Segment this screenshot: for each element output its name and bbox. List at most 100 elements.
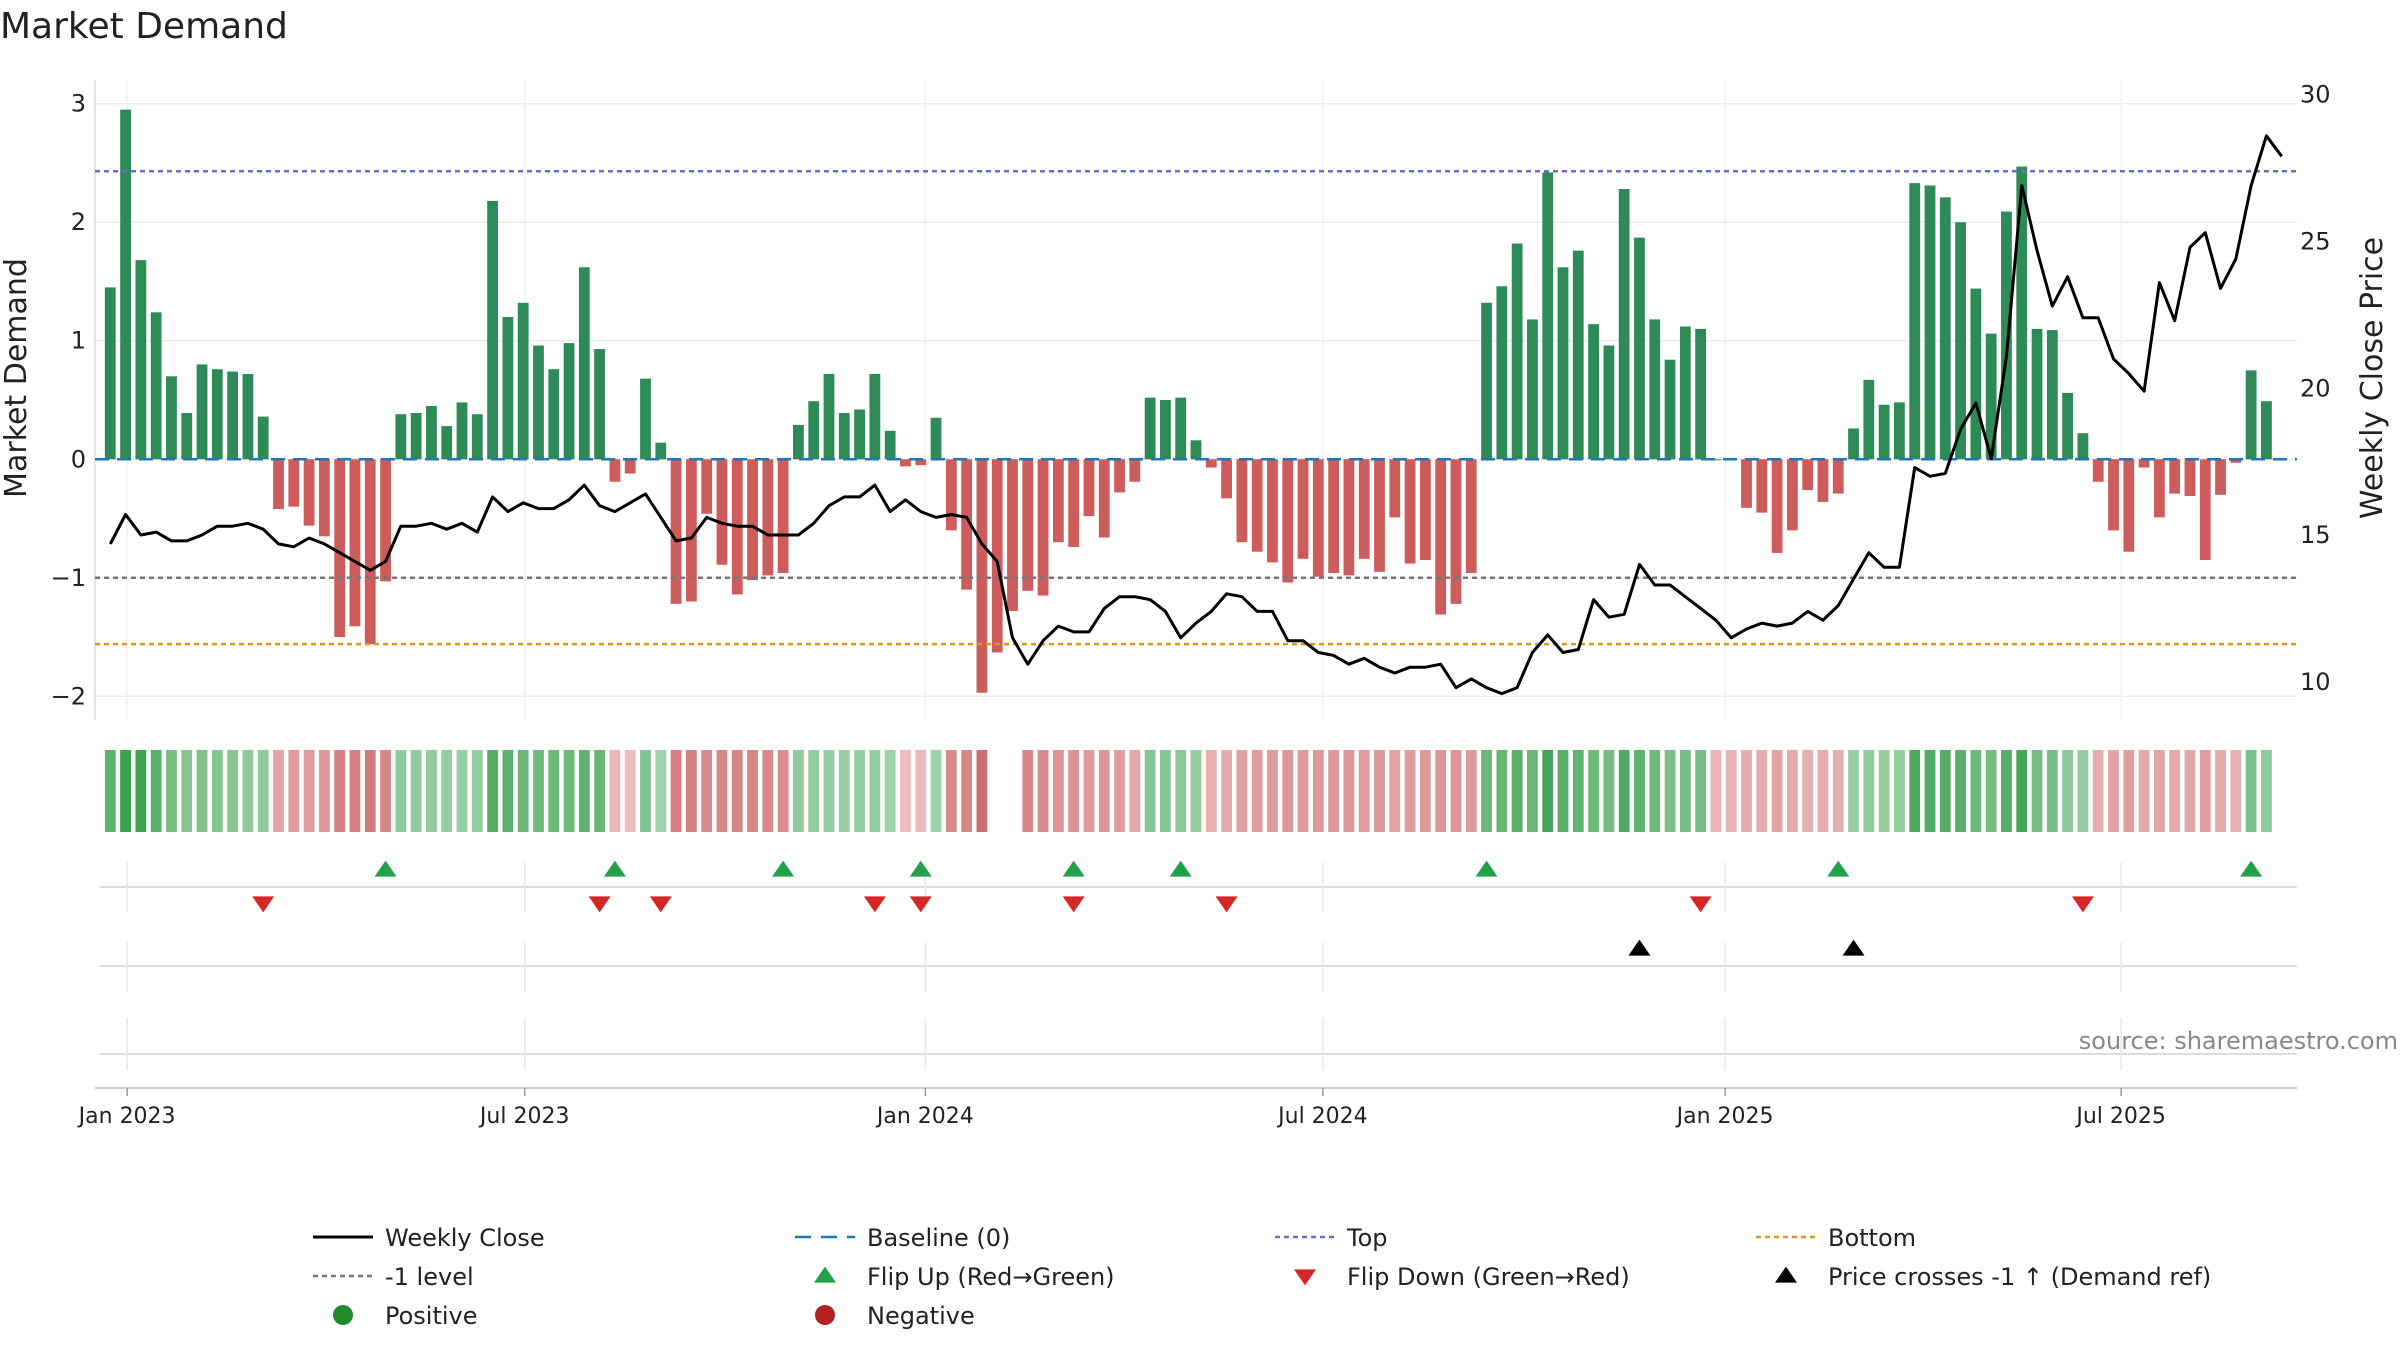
demand-bar — [2001, 211, 2012, 460]
demand-bar — [196, 364, 208, 460]
legend-cross-icon — [1775, 1266, 1797, 1283]
color-band-cell — [930, 750, 942, 832]
color-band-cell — [640, 750, 651, 832]
demand-bar — [777, 459, 789, 574]
color-band-cell — [624, 750, 636, 832]
demand-bar — [655, 442, 667, 460]
color-band-cell — [1985, 750, 1997, 832]
demand-bar — [2215, 459, 2226, 495]
demand-bar — [1832, 459, 1844, 494]
flip-down-marker — [649, 896, 672, 913]
color-band-cell — [196, 750, 208, 832]
color-band-cell — [915, 750, 927, 832]
demand-bar — [487, 200, 498, 460]
color-band-cell — [2092, 750, 2104, 832]
color-band-cell — [1649, 750, 1661, 832]
color-band-cell — [1236, 750, 1248, 832]
legend: Weekly Close Baseline (0) Top Bottom -1 leve… — [313, 1224, 2211, 1330]
reference-lines — [95, 170, 2297, 646]
color-band-cell — [1786, 750, 1798, 832]
color-band-cell — [410, 750, 422, 832]
demand-bar — [1144, 397, 1156, 460]
demand-bar — [1527, 319, 1538, 460]
left-tick-label: −2 — [51, 682, 86, 710]
demand-bar — [1190, 440, 1202, 460]
demand-bar — [1098, 459, 1110, 538]
demand-bar — [1435, 459, 1447, 615]
demand-bar — [1909, 183, 1921, 460]
x-tick-label: Jul 2024 — [1276, 1104, 1368, 1129]
demand-bar — [2169, 459, 2181, 494]
flip-up-marker — [374, 860, 397, 877]
demand-bar — [1741, 459, 1752, 508]
demand-bar — [104, 287, 116, 460]
demand-bar — [533, 345, 544, 460]
demand-bar — [1297, 459, 1309, 559]
right-tick-label: 25 — [2300, 227, 2331, 255]
demand-bar — [2092, 459, 2104, 482]
color-band-cell — [273, 750, 284, 832]
color-band-cell — [1297, 750, 1309, 832]
demand-bar — [1175, 397, 1187, 460]
color-band-cell — [1618, 750, 1630, 832]
demand-bar — [1328, 459, 1340, 574]
color-band-cell — [793, 750, 804, 832]
demand-bar — [1955, 222, 1966, 460]
color-band-cell — [976, 750, 988, 832]
color-band-cell — [2062, 750, 2074, 832]
demand-bar — [808, 401, 820, 460]
x-tick-label: Jan 2023 — [77, 1104, 176, 1129]
legend-label-negative: Negative — [867, 1302, 975, 1330]
color-band-cell — [2123, 750, 2135, 832]
color-band-cell — [364, 750, 376, 832]
color-band-cell — [1664, 750, 1676, 832]
demand-bar — [410, 413, 422, 460]
legend-flip-up-icon — [814, 1266, 836, 1283]
legend-label-cross: Price crosses -1 ↑ (Demand ref) — [1828, 1263, 2211, 1291]
flip-up-marker — [1169, 860, 1192, 877]
demand-bar — [1664, 359, 1676, 460]
demand-bar — [2046, 330, 2058, 460]
color-band-cell — [104, 750, 116, 832]
color-band-cell — [1404, 750, 1416, 832]
color-band-cell — [1175, 750, 1187, 832]
demand-bar — [2261, 401, 2272, 460]
demand-color-band — [104, 750, 2272, 832]
color-band-cell — [1374, 750, 1385, 832]
flip-down-marker — [863, 896, 886, 913]
flip-up-marker — [2240, 860, 2263, 877]
color-band-cell — [150, 750, 162, 832]
right-axis-label: Weekly Close Price — [2355, 237, 2390, 519]
demand-bar — [701, 459, 713, 514]
color-band-cell — [1741, 750, 1752, 832]
demand-bar — [823, 373, 835, 460]
color-band-cell — [1251, 750, 1263, 832]
demand-bar — [334, 459, 346, 638]
demand-bar — [930, 417, 942, 460]
color-band-cell — [303, 750, 315, 832]
color-band-cell — [1282, 750, 1294, 832]
x-tick-label: Jul 2025 — [2074, 1104, 2166, 1129]
demand-bar — [257, 416, 269, 460]
demand-bar — [1007, 459, 1018, 611]
color-band-cell — [1052, 750, 1064, 832]
left-tick-label: 0 — [71, 445, 86, 473]
flip-down-marker — [1215, 896, 1238, 913]
legend-label-flipDown: Flip Down (Green→Red) — [1347, 1263, 1630, 1291]
color-band-cell — [2184, 750, 2196, 832]
color-band-cell — [685, 750, 697, 832]
demand-bar — [1022, 459, 1034, 591]
color-band-cell — [762, 750, 774, 832]
color-band-cell — [1634, 750, 1645, 832]
color-band-cell — [1909, 750, 1921, 832]
demand-bar — [793, 424, 804, 460]
demand-bar — [135, 260, 147, 460]
flip-down-marker — [909, 896, 932, 913]
color-band-cell — [838, 750, 850, 832]
color-band-cell — [1725, 750, 1737, 832]
demand-bar — [2138, 459, 2150, 468]
left-tick-label: −1 — [51, 564, 86, 592]
color-band-cell — [181, 750, 193, 832]
color-band-cell — [395, 750, 407, 832]
